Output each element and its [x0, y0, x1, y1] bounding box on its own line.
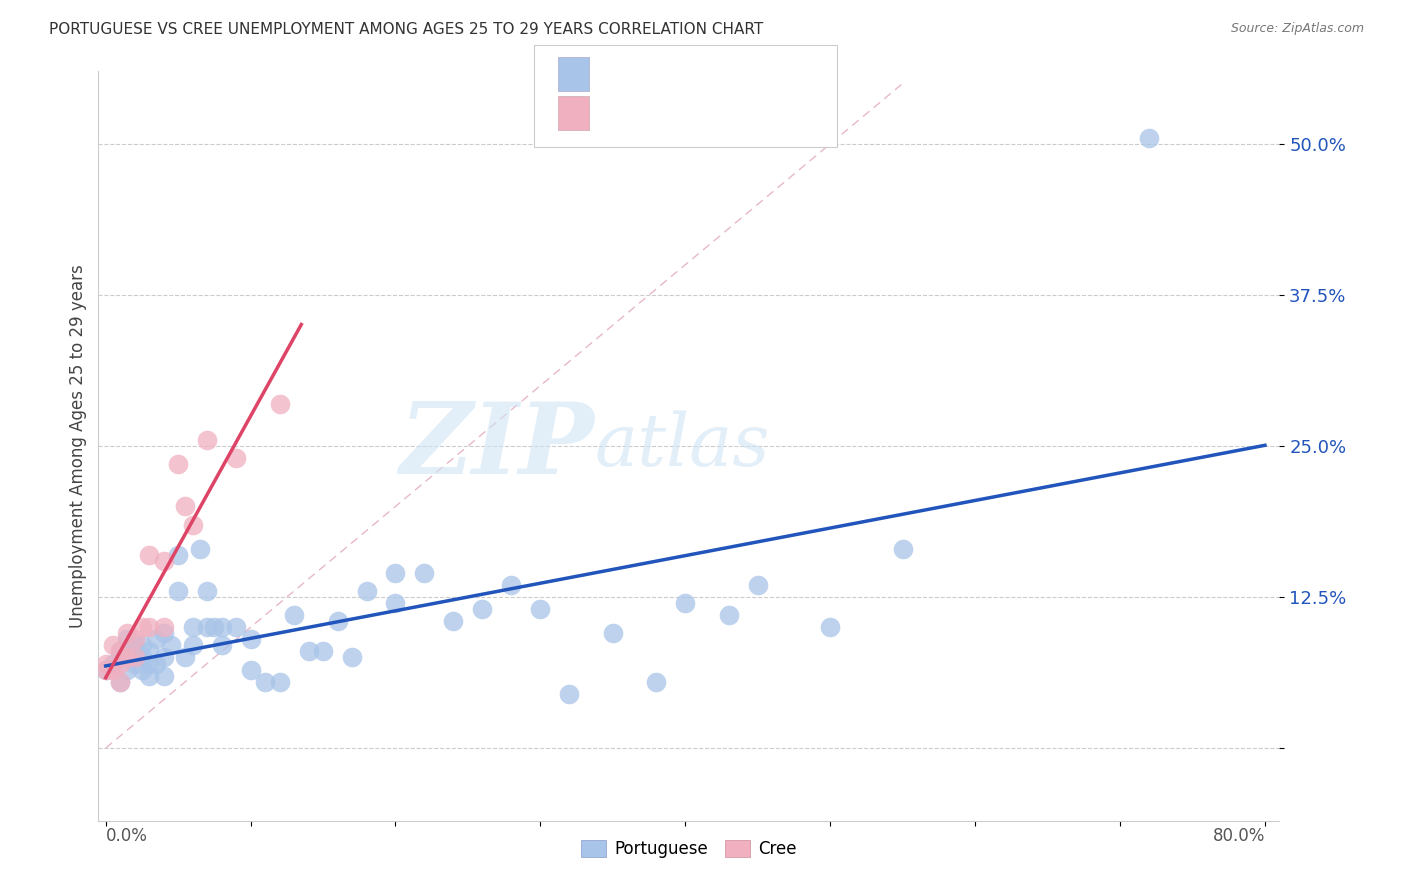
Point — [283, 608, 305, 623]
Point — [152, 620, 174, 634]
Point — [152, 668, 174, 682]
Point — [94, 657, 117, 671]
Text: 80.0%: 80.0% — [1212, 827, 1265, 845]
Point — [188, 541, 211, 556]
Point — [818, 620, 841, 634]
Point — [225, 620, 247, 634]
Point — [891, 541, 914, 556]
Point — [131, 620, 153, 634]
Point — [195, 433, 218, 447]
Point — [174, 500, 197, 514]
Point — [108, 644, 131, 658]
Point — [181, 620, 204, 634]
Point — [211, 620, 233, 634]
Text: R =: R = — [603, 65, 640, 83]
Point — [254, 674, 277, 689]
Point — [602, 626, 624, 640]
Point — [312, 644, 335, 658]
Point — [124, 632, 146, 647]
Point — [673, 596, 696, 610]
Text: atlas: atlas — [595, 410, 770, 482]
Point — [124, 650, 146, 665]
Point — [645, 674, 668, 689]
Legend: Portuguese, Cree: Portuguese, Cree — [575, 833, 803, 864]
Point — [108, 674, 131, 689]
Point — [174, 650, 197, 665]
Point — [138, 644, 160, 658]
Text: 0.0%: 0.0% — [105, 827, 148, 845]
Point — [152, 554, 174, 568]
Point — [501, 578, 523, 592]
Point — [152, 650, 174, 665]
Point — [94, 663, 117, 677]
Text: 0.497: 0.497 — [645, 104, 699, 122]
Text: 22: 22 — [744, 104, 768, 122]
Point — [211, 639, 233, 653]
Point — [108, 674, 131, 689]
Point — [131, 650, 153, 665]
Point — [145, 632, 167, 647]
Point — [138, 668, 160, 682]
Text: Source: ZipAtlas.com: Source: ZipAtlas.com — [1230, 22, 1364, 36]
Point — [529, 602, 551, 616]
Text: 0.251: 0.251 — [645, 65, 697, 83]
Text: PORTUGUESE VS CREE UNEMPLOYMENT AMONG AGES 25 TO 29 YEARS CORRELATION CHART: PORTUGUESE VS CREE UNEMPLOYMENT AMONG AG… — [49, 22, 763, 37]
Point — [181, 639, 204, 653]
Text: ZIP: ZIP — [399, 398, 595, 494]
Point — [297, 644, 319, 658]
Text: R =: R = — [603, 104, 640, 122]
Point — [443, 614, 465, 628]
Point — [101, 639, 124, 653]
Point — [195, 584, 218, 599]
Point — [413, 566, 436, 580]
Text: N =: N = — [702, 65, 749, 83]
Point — [117, 650, 139, 665]
Y-axis label: Unemployment Among Ages 25 to 29 years: Unemployment Among Ages 25 to 29 years — [69, 264, 87, 628]
Point — [269, 397, 291, 411]
Point — [384, 566, 406, 580]
Point — [101, 657, 124, 671]
Point — [717, 608, 740, 623]
Point — [167, 584, 190, 599]
Point — [138, 620, 160, 634]
Point — [108, 657, 131, 671]
Point — [124, 639, 146, 653]
Point — [138, 548, 160, 562]
Point — [239, 632, 262, 647]
Text: N =: N = — [702, 104, 749, 122]
Point — [340, 650, 363, 665]
Point — [145, 657, 167, 671]
Point — [1137, 131, 1160, 145]
Point — [117, 632, 139, 647]
Point — [131, 639, 153, 653]
Point — [167, 548, 190, 562]
Point — [202, 620, 225, 634]
Point — [747, 578, 769, 592]
Point — [269, 674, 291, 689]
Point — [117, 663, 139, 677]
Point — [326, 614, 349, 628]
Point — [356, 584, 378, 599]
Point — [124, 657, 146, 671]
Point — [138, 657, 160, 671]
Point — [101, 663, 124, 677]
Point — [558, 687, 581, 701]
Point — [384, 596, 406, 610]
Point — [94, 663, 117, 677]
Point — [239, 663, 262, 677]
Point — [152, 626, 174, 640]
Point — [195, 620, 218, 634]
Point — [181, 517, 204, 532]
Point — [131, 663, 153, 677]
Point — [225, 451, 247, 466]
Point — [167, 457, 190, 471]
Point — [117, 626, 139, 640]
Text: 58: 58 — [744, 65, 766, 83]
Point — [471, 602, 494, 616]
Point — [108, 644, 131, 658]
Point — [160, 639, 183, 653]
